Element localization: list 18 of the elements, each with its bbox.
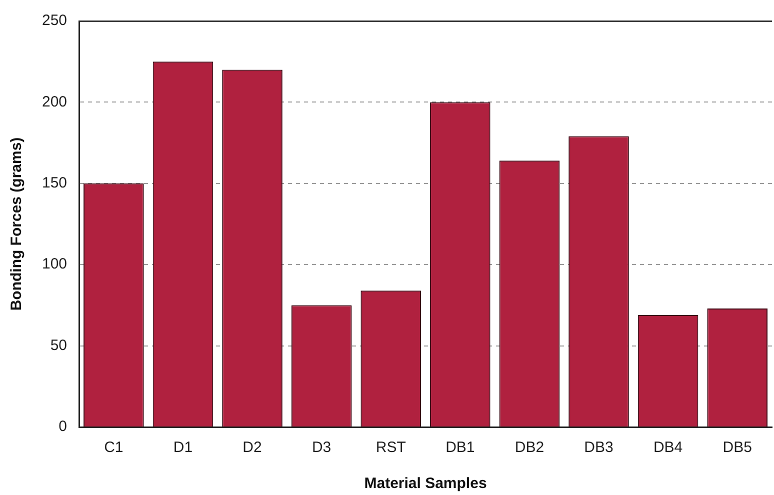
y-tick-label: 0 xyxy=(58,418,68,436)
x-tick-label: DB4 xyxy=(653,439,683,456)
x-tick-label: C1 xyxy=(104,439,124,456)
y-tick-label: 250 xyxy=(42,12,68,30)
x-tick-label: DB3 xyxy=(584,439,614,456)
y-axis-title: Bonding Forces (grams) xyxy=(8,137,26,311)
y-tick-label: 50 xyxy=(50,336,68,354)
y-tick-label: 150 xyxy=(42,174,68,192)
x-tick-label: D2 xyxy=(242,439,262,456)
x-tick-label: RST xyxy=(376,439,406,456)
x-tick-label: DB1 xyxy=(446,439,475,456)
y-tick-label: 100 xyxy=(42,256,68,273)
y-tick-label: 200 xyxy=(42,93,68,110)
x-tick-label: DB2 xyxy=(514,439,544,456)
x-tick-label: D1 xyxy=(173,439,193,456)
x-axis-title: Material Samples xyxy=(364,475,487,492)
x-tick-label: DB5 xyxy=(722,439,752,456)
x-tick-label: D3 xyxy=(312,439,332,456)
